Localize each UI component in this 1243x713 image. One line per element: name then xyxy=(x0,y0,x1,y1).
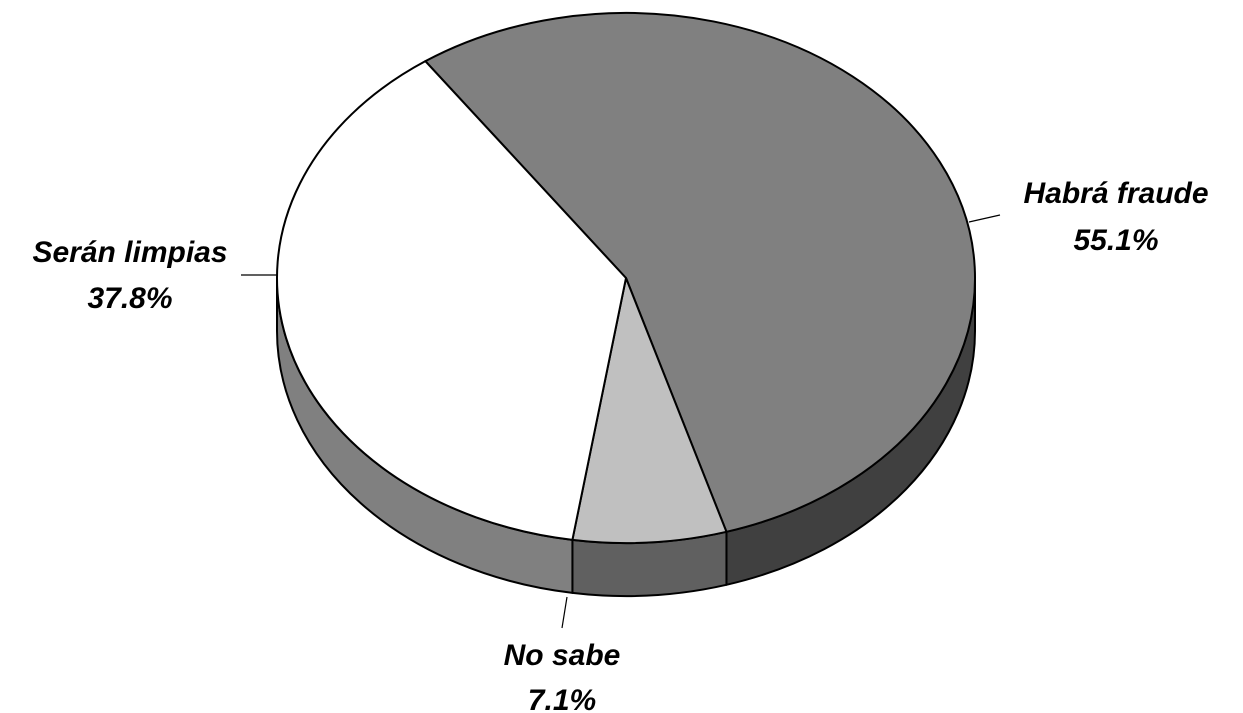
slice-value-seran-limpias: 37.8% xyxy=(87,282,172,315)
slice-value-habra-fraude: 55.1% xyxy=(1073,224,1158,257)
slice-label-seran-limpias: Serán limpias xyxy=(32,236,227,269)
slice-label-habra-fraude: Habrá fraude xyxy=(1023,177,1208,210)
leader-line-habra-fraude xyxy=(968,214,1001,223)
pie-labels: Habrá fraude 55.1% Serán limpias 37.8% N… xyxy=(32,177,1208,713)
pie-slice-no-sabe xyxy=(571,277,728,544)
slice-label-no-sabe: No sabe xyxy=(504,639,621,672)
pie-slices xyxy=(276,12,976,544)
slice-value-no-sabe: 7.1% xyxy=(528,684,596,713)
pie-slice-habra-fraude xyxy=(424,12,976,533)
pie-sides xyxy=(276,277,976,597)
pie-slice-seran-limpias xyxy=(276,60,627,541)
leader-line-no-sabe xyxy=(561,596,568,629)
